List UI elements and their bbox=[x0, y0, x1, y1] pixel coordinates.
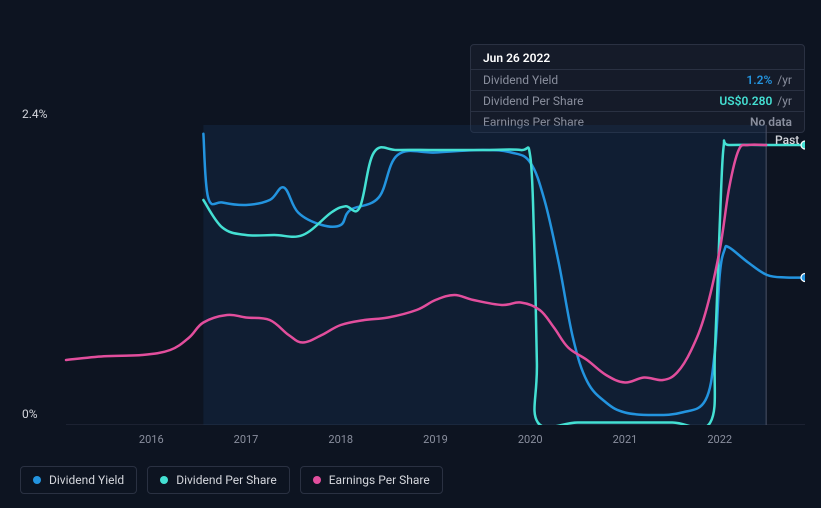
chart-legend: Dividend Yield Dividend Per Share Earnings… bbox=[20, 466, 443, 494]
xaxis-tick-label: 2017 bbox=[234, 433, 259, 446]
legend-swatch-icon bbox=[313, 476, 321, 484]
xaxis-tick-label: 2018 bbox=[328, 433, 353, 446]
xaxis-tick-label: 2016 bbox=[139, 433, 164, 446]
xaxis-tick-label: 2019 bbox=[423, 433, 448, 446]
legend-swatch-icon bbox=[160, 476, 168, 484]
legend-item[interactable]: Dividend Yield bbox=[20, 466, 137, 494]
legend-swatch-icon bbox=[33, 476, 41, 484]
chart-canvas bbox=[20, 125, 805, 425]
legend-label: Dividend Per Share bbox=[176, 473, 277, 487]
xaxis-tick-label: 2021 bbox=[613, 433, 638, 446]
series-end-marker bbox=[801, 141, 805, 149]
tooltip-metric-value: US$0.280 /yr bbox=[719, 94, 792, 108]
tooltip-row: Dividend Per Share US$0.280 /yr bbox=[471, 91, 804, 112]
xaxis-tick-label: 2020 bbox=[518, 433, 543, 446]
tooltip-row: Dividend Yield 1.2% /yr bbox=[471, 70, 804, 91]
xaxis-tick-label: 2022 bbox=[707, 433, 732, 446]
series-end-marker bbox=[801, 274, 805, 282]
yaxis-label-min: 0% bbox=[22, 407, 38, 421]
tooltip-metric-label: Dividend Per Share bbox=[483, 94, 584, 108]
yaxis-label-max: 2.4% bbox=[22, 107, 47, 121]
legend-item[interactable]: Earnings Per Share bbox=[300, 466, 443, 494]
legend-item[interactable]: Dividend Per Share bbox=[147, 466, 290, 494]
hover-tooltip: Jun 26 2022 Dividend Yield1.2% /yrDivide… bbox=[470, 44, 805, 133]
past-label: Past bbox=[775, 133, 799, 147]
legend-label: Dividend Yield bbox=[49, 473, 124, 487]
dividend-chart bbox=[20, 125, 805, 425]
tooltip-metric-label: Dividend Yield bbox=[483, 73, 558, 87]
tooltip-date: Jun 26 2022 bbox=[471, 45, 804, 70]
tooltip-metric-value: 1.2% /yr bbox=[746, 73, 792, 87]
legend-label: Earnings Per Share bbox=[329, 473, 430, 487]
